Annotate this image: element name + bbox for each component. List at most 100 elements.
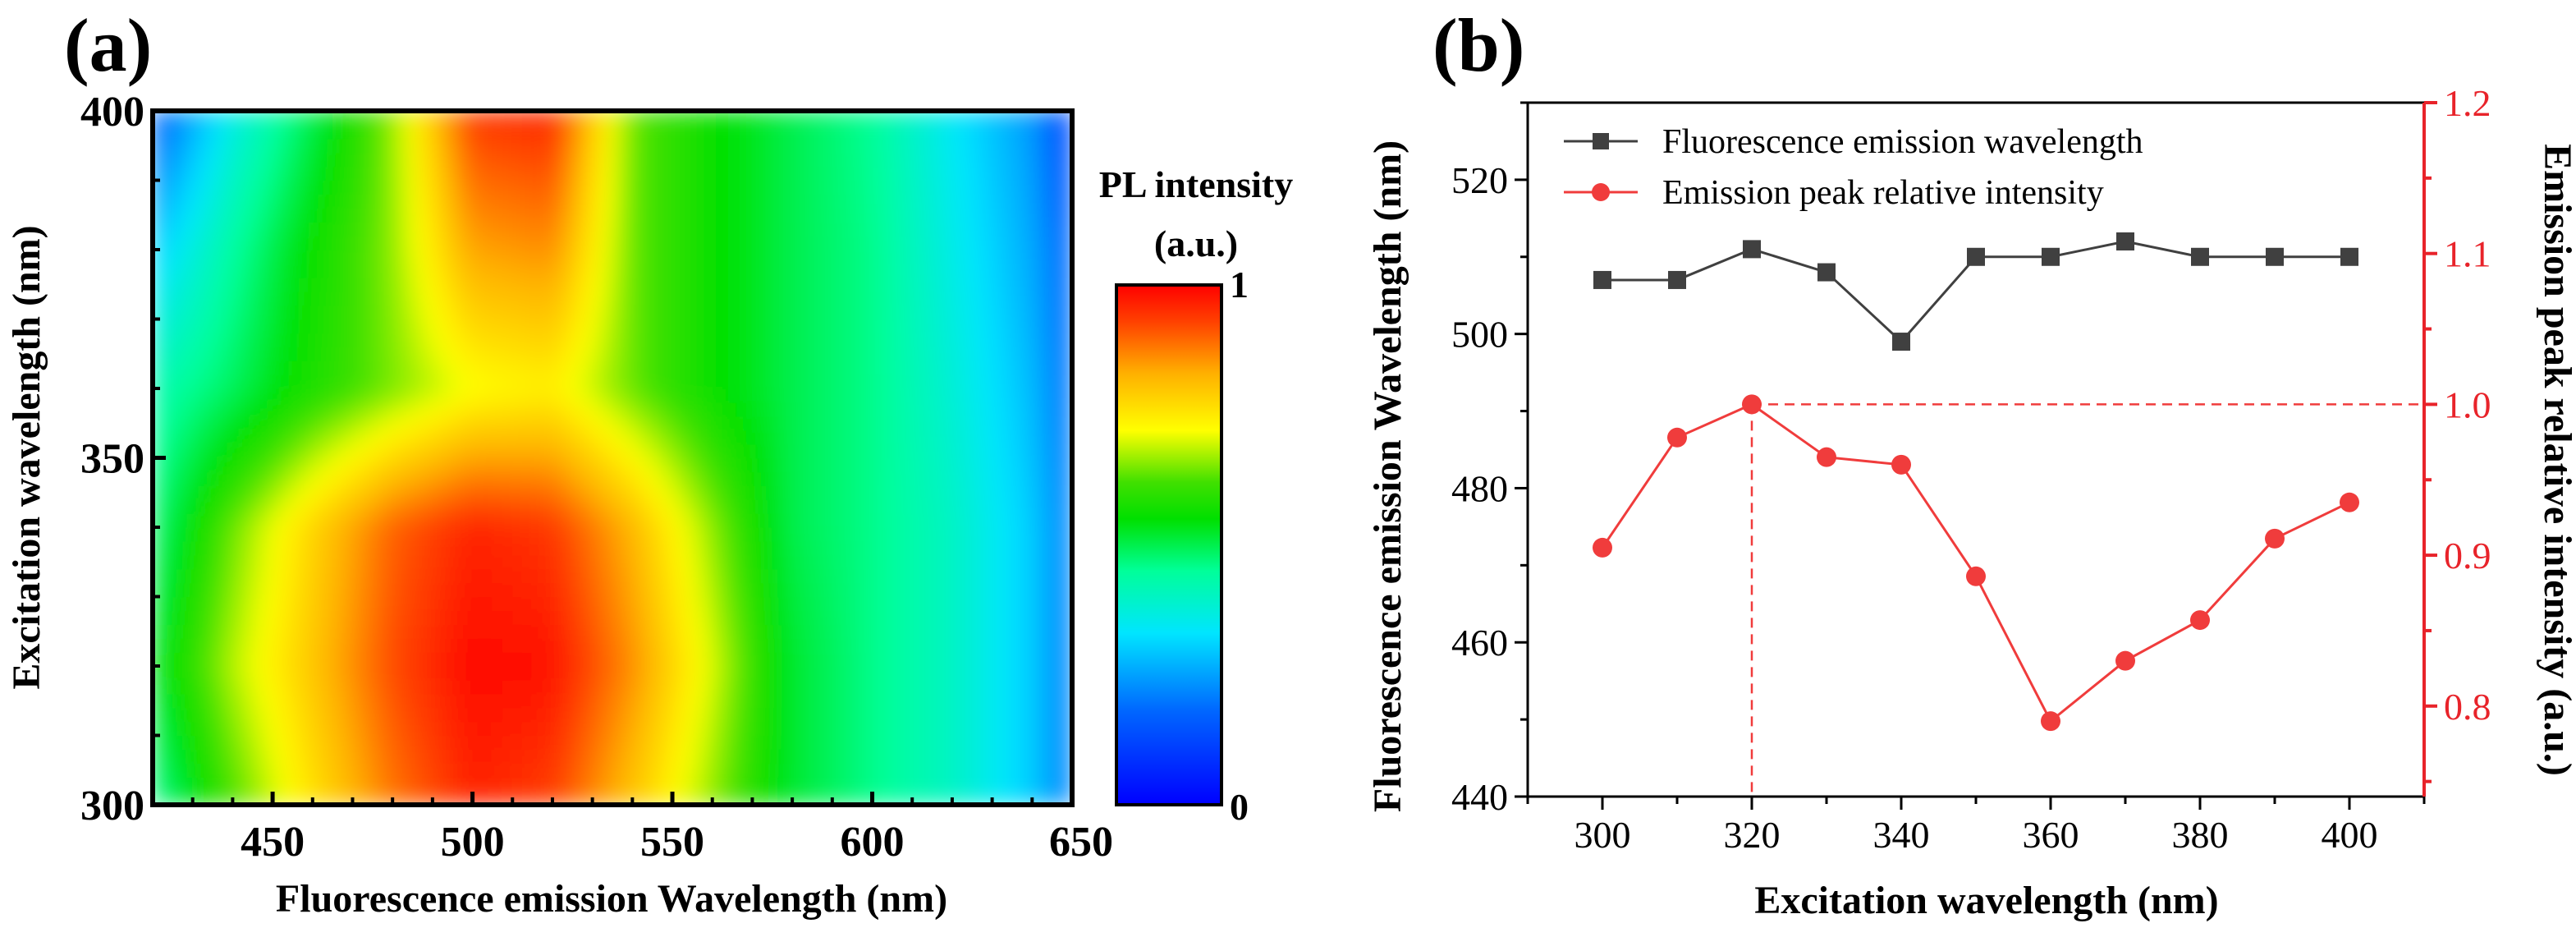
heatmap-cell <box>691 346 704 361</box>
heatmap-cell <box>882 332 893 347</box>
heatmap-cell <box>921 429 933 445</box>
heatmap-cell <box>262 124 273 140</box>
heatmap-cell <box>442 416 453 431</box>
heatmap-cell <box>451 707 464 723</box>
heatmap-cell <box>432 637 443 653</box>
heatmap-cell <box>571 651 584 667</box>
heatmap-cell <box>231 263 244 278</box>
heatmap-cell <box>942 540 953 556</box>
heatmap-cell <box>182 512 194 528</box>
heatmap-cell <box>811 748 823 764</box>
heatmap-cell <box>262 623 273 639</box>
heatmap-cell <box>662 748 673 764</box>
heatmap-cell <box>801 457 814 473</box>
heatmap-cell <box>212 221 223 237</box>
heatmap-cell <box>291 346 304 361</box>
heatmap-cell <box>372 305 383 320</box>
heatmap-cell <box>1011 443 1023 459</box>
heatmap-cell <box>1041 693 1053 709</box>
heatmap-cell <box>272 221 283 237</box>
heatmap-cell <box>772 665 783 681</box>
heatmap-cell <box>252 526 264 542</box>
heatmap-cell <box>1052 679 1063 695</box>
heatmap-cell <box>662 637 673 653</box>
heatmap-cell <box>162 485 174 500</box>
heatmap-cell <box>992 693 1003 709</box>
heatmap-cell <box>892 512 903 528</box>
heatmap-cell <box>412 249 424 264</box>
heatmap-cell <box>702 748 713 764</box>
heatmap-cell <box>192 762 204 778</box>
heatmap-cell <box>892 388 903 403</box>
heatmap-cell <box>291 623 304 639</box>
heatmap-cell <box>282 735 294 751</box>
heatmap-cell <box>1011 207 1023 223</box>
heatmap-cell <box>461 277 474 292</box>
heatmap-cell <box>892 193 903 209</box>
heatmap-cell <box>712 707 723 723</box>
heatmap-cell <box>741 637 754 653</box>
heatmap-cell <box>592 637 603 653</box>
heatmap-cell <box>192 346 204 361</box>
heatmap-cell <box>282 596 294 612</box>
heatmap-cell <box>231 249 244 264</box>
heatmap-cell <box>222 207 234 223</box>
heatmap-cell <box>642 679 653 695</box>
heatmap-cell <box>521 554 534 570</box>
heatmap-cell <box>482 776 493 792</box>
heatmap-cell <box>621 471 634 486</box>
heatmap-cell <box>841 138 853 154</box>
heatmap-cell <box>432 582 443 598</box>
heatmap-cell <box>521 471 534 486</box>
heatmap-cell <box>861 402 873 417</box>
heatmap-cell <box>851 498 864 514</box>
heatmap-cell <box>542 596 553 612</box>
heatmap-cell <box>222 762 234 778</box>
heatmap-cell <box>532 748 543 764</box>
heatmap-cell <box>1052 443 1063 459</box>
heatmap-cell <box>772 193 783 209</box>
heatmap-cell <box>712 679 723 695</box>
heatmap-cell <box>772 124 783 140</box>
heatmap-cell <box>341 609 354 625</box>
heatmap-cell <box>291 388 304 403</box>
heatmap-cell <box>672 748 683 764</box>
heatmap-cell <box>992 152 1003 168</box>
heatmap-cell <box>811 291 823 306</box>
heatmap-cell <box>851 360 864 375</box>
heatmap-cell <box>992 291 1003 306</box>
heatmap-cell <box>892 526 903 542</box>
heatmap-cell <box>772 291 783 306</box>
heatmap-cell <box>652 152 663 168</box>
heatmap-cell <box>631 776 644 792</box>
heatmap-cell <box>612 512 623 528</box>
heatmap-cell <box>542 291 553 306</box>
heatmap-cell <box>312 693 323 709</box>
heatmap-cell <box>892 360 903 375</box>
heatmap-cell <box>791 498 804 514</box>
heatmap-cell <box>202 568 213 584</box>
heatmap-cell <box>961 707 973 723</box>
heatmap-cell <box>442 457 453 473</box>
heatmap-cell <box>872 138 883 154</box>
heatmap-cell <box>741 748 754 764</box>
heatmap-cell <box>362 291 374 306</box>
heatmap-cell <box>772 166 783 181</box>
heatmap-cell <box>231 651 244 667</box>
heatmap-cell <box>392 443 404 459</box>
heatmap-cell <box>282 388 294 403</box>
heatmap-cell <box>372 249 383 264</box>
heatmap-cell <box>832 637 843 653</box>
heatmap-cell <box>552 762 563 778</box>
heatmap-cell <box>1011 762 1023 778</box>
heatmap-cell <box>702 540 713 556</box>
heatmap-cell <box>631 471 644 486</box>
heatmap-cell <box>612 277 623 292</box>
heatmap-cell <box>542 790 553 805</box>
heatmap-cell <box>762 498 773 514</box>
heatmap-cell <box>702 485 713 500</box>
heatmap-cell <box>382 374 393 389</box>
heatmap-cell <box>182 277 194 292</box>
heatmap-cell <box>872 651 883 667</box>
heatmap-cell <box>482 360 493 375</box>
